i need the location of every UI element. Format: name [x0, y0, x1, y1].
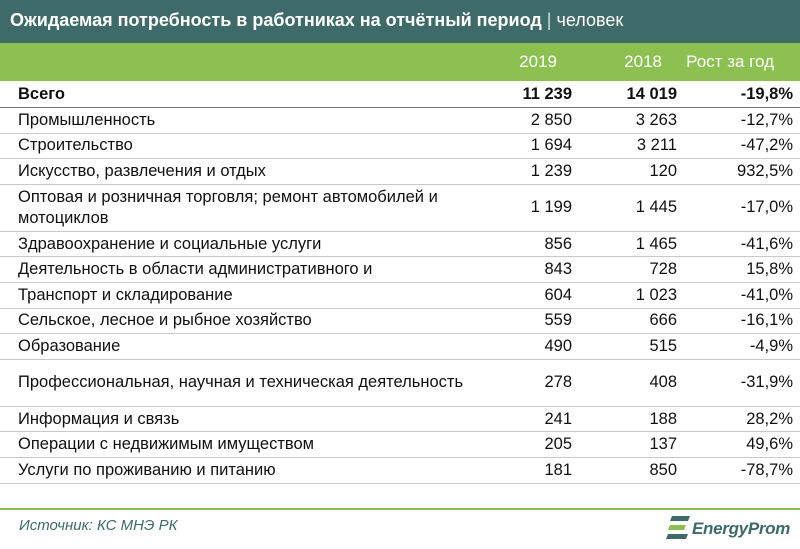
table-row-total: Всего 11 239 14 019 -19,8% — [0, 82, 800, 109]
row-value-2018: 1 465 — [572, 231, 677, 258]
table-row: Услуги по проживанию и питанию 181 850 -78,… — [0, 457, 800, 484]
row-growth: 15,8% — [677, 256, 800, 284]
header-2019: 2019 — [519, 52, 557, 71]
row-label: Деятельность в области административного… — [0, 256, 476, 284]
row-value-2018: 728 — [572, 256, 677, 284]
row-value-2018: 666 — [572, 308, 677, 335]
table-header-row: 2019 2018 Рост за год — [0, 43, 800, 81]
table-row: Операции с недвижимым имуществом 205 137 49… — [0, 431, 800, 459]
row-growth: -41,6% — [677, 231, 800, 258]
row-value-2019: 181 — [476, 457, 572, 484]
row-growth: -12,7% — [677, 107, 800, 134]
row-value-2019: 205 — [476, 431, 572, 459]
table-row: Образование 490 515 -4,9% — [0, 333, 800, 360]
row-growth: 49,6% — [677, 431, 800, 459]
row-value-2019: 604 — [476, 282, 572, 309]
row-value-2018: 850 — [572, 457, 677, 484]
title-separator: | — [546, 10, 552, 30]
table-row: Искусство, развлечения и отдых 1 239 120 93… — [0, 158, 800, 185]
table-row: Промышленность 2 850 3 263 -12,7% — [0, 107, 800, 134]
row-growth: -41,0% — [677, 282, 800, 309]
row-growth: -31,9% — [677, 359, 800, 407]
table-row: Строительство 1 694 3 211 -47,2% — [0, 133, 800, 160]
energyprom-logo: EnergyProm — [666, 510, 800, 546]
table-body: Всего 11 239 14 019 -19,8% Промышленность 2 8… — [0, 82, 800, 484]
row-growth: -16,1% — [677, 308, 800, 335]
row-value-2019: 1 239 — [476, 158, 572, 185]
row-value-2018: 515 — [572, 333, 677, 360]
chart-title-bar: Ожидаемая потребность в работниках на от… — [0, 0, 800, 43]
table-row: Оптовая и розничная торговля; ремонт авт… — [0, 184, 800, 232]
table-row: Информация и связь 241 188 28,2% — [0, 406, 800, 433]
row-growth: -4,9% — [677, 333, 800, 360]
row-growth: -19,8% — [677, 82, 800, 109]
chart-unit: человек — [556, 10, 624, 30]
row-value-2018: 14 019 — [572, 82, 677, 109]
row-label: Строительство — [0, 133, 476, 160]
row-value-2018: 188 — [572, 406, 677, 433]
row-value-2019: 1 694 — [476, 133, 572, 160]
table-row: Деятельность в области административного… — [0, 256, 800, 284]
row-label: Промышленность — [0, 107, 476, 134]
table-row: Транспорт и складирование 604 1 023 -41,0% — [0, 282, 800, 309]
energyprom-logo-icon — [666, 516, 690, 539]
row-value-2019: 1 199 — [476, 184, 572, 232]
footer-divider — [0, 508, 800, 510]
row-value-2019: 559 — [476, 308, 572, 335]
row-value-2019: 843 — [476, 256, 572, 284]
row-value-2018: 1 023 — [572, 282, 677, 309]
header-growth: Рост за год — [686, 52, 774, 71]
row-label: Оптовая и розничная торговля; ремонт авт… — [0, 184, 476, 232]
chart-title: Ожидаемая потребность в работниках на от… — [10, 10, 542, 30]
row-value-2018: 137 — [572, 431, 677, 459]
row-label: Транспорт и складирование — [0, 282, 476, 309]
row-value-2019: 2 850 — [476, 107, 572, 134]
table-row: Сельское, лесное и рыбное хозяйство 559 66… — [0, 308, 800, 335]
row-value-2018: 1 445 — [572, 184, 677, 232]
row-value-2018: 3 211 — [572, 133, 677, 160]
row-growth: 932,5% — [677, 158, 800, 185]
row-label: Образование — [0, 333, 476, 360]
row-label: Здравоохранение и социальные услуги — [0, 231, 476, 258]
row-growth: -78,7% — [677, 457, 800, 484]
row-value-2019: 11 239 — [476, 82, 572, 109]
row-label: Операции с недвижимым имуществом — [0, 431, 476, 459]
row-growth: -47,2% — [677, 133, 800, 160]
table-row: Здравоохранение и социальные услуги 856 1 … — [0, 231, 800, 258]
row-label: Искусство, развлечения и отдых — [0, 158, 476, 185]
row-value-2018: 3 263 — [572, 107, 677, 134]
row-value-2018: 408 — [572, 359, 677, 407]
row-value-2019: 856 — [476, 231, 572, 258]
source-note: Источник: КС МНЭ РК — [19, 517, 178, 534]
row-value-2019: 490 — [476, 333, 572, 360]
row-value-2018: 120 — [572, 158, 677, 185]
row-growth: -17,0% — [677, 184, 800, 232]
row-label: Всего — [0, 82, 476, 109]
table-row: Профессиональная, научная и техническая … — [0, 359, 800, 407]
row-label: Услуги по проживанию и питанию — [0, 457, 476, 484]
data-table: Всего 11 239 14 019 -19,8% Промышленность 2 8… — [0, 82, 800, 484]
logo-text: EnergyProm — [692, 519, 791, 538]
row-label: Информация и связь — [0, 406, 476, 433]
row-label: Сельское, лесное и рыбное хозяйство — [0, 308, 476, 335]
row-growth: 28,2% — [677, 406, 800, 433]
row-label: Профессиональная, научная и техническая … — [0, 359, 476, 407]
row-value-2019: 278 — [476, 359, 572, 407]
row-value-2019: 241 — [476, 406, 572, 433]
header-2018: 2018 — [624, 52, 662, 71]
